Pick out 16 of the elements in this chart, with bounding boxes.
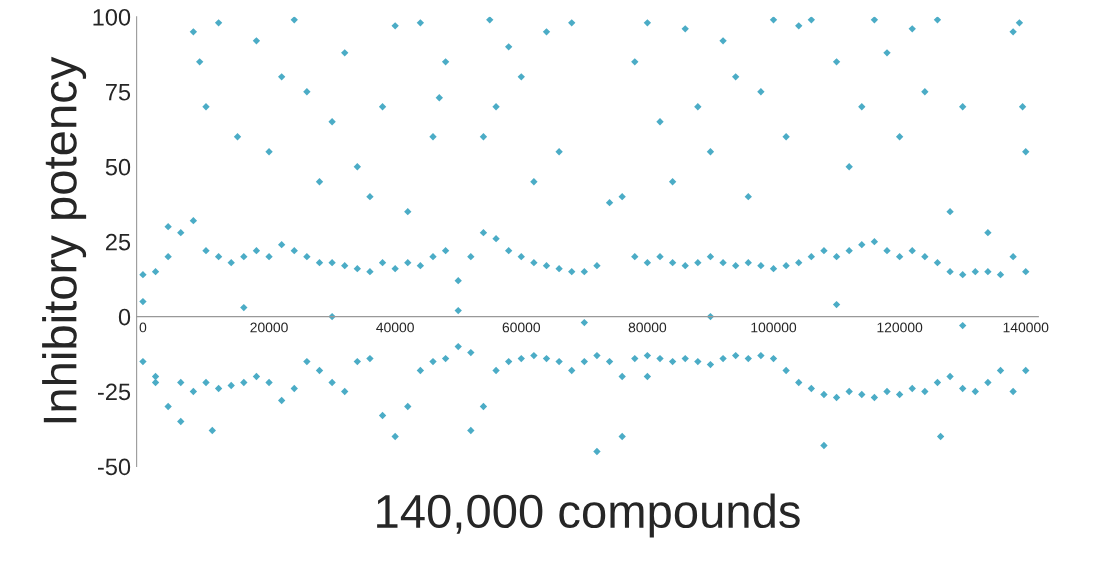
y-tick-label: -50: [98, 458, 131, 476]
x-axis-title: 140,000 compounds: [377, 493, 800, 538]
x-tick-label: 80000: [628, 322, 667, 333]
x-tick-label: 100000: [751, 322, 797, 333]
y-tick-label: -25: [98, 383, 131, 401]
x-tick-label: 40000: [376, 322, 414, 333]
y-tick-label: 75: [106, 84, 131, 101]
x-tick-label: 20000: [250, 322, 288, 333]
y-tick-label: 100: [93, 8, 131, 26]
x-tick-label: 120000: [877, 322, 923, 333]
y-tick-label: 50: [105, 158, 131, 176]
y-axis-title: Inhibitory potency: [42, 56, 87, 423]
x-tick-label: 140000: [1003, 322, 1049, 333]
y-tick-label: 25: [106, 233, 131, 251]
x-tick-label: 60000: [502, 322, 541, 333]
x-tick-label: 0: [139, 322, 147, 333]
